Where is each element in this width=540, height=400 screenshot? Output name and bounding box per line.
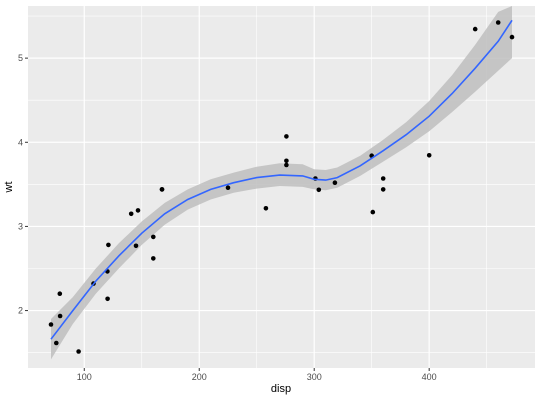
data-point (133, 243, 139, 249)
data-point (370, 209, 376, 215)
x-axis: 100 200 300 400 (77, 368, 437, 382)
x-axis-title: disp (271, 383, 291, 395)
data-point (426, 153, 432, 158)
data-point (128, 211, 134, 217)
data-point (495, 20, 501, 25)
x-tick-label: 300 (307, 372, 322, 382)
y-tick-label: 4 (18, 137, 23, 147)
y-tick-label: 3 (18, 221, 23, 231)
data-point (135, 208, 141, 213)
data-point (106, 242, 111, 248)
data-point (105, 296, 110, 302)
data-point (54, 340, 59, 346)
data-point (263, 206, 269, 211)
data-point (332, 180, 338, 185)
y-axis-title: wt (3, 182, 15, 194)
y-axis: 2 3 4 5 (18, 53, 28, 316)
data-point (151, 256, 156, 261)
data-point (284, 158, 289, 164)
data-point (57, 291, 63, 297)
data-point (57, 313, 63, 319)
data-point (225, 185, 231, 190)
data-point (159, 187, 165, 192)
data-point (509, 34, 515, 40)
x-tick-label: 200 (192, 372, 207, 382)
data-point (48, 322, 54, 327)
data-point (284, 162, 289, 168)
grid-major (28, 6, 535, 368)
y-tick-label: 5 (18, 53, 23, 63)
data-point (316, 187, 322, 193)
data-point (380, 176, 386, 181)
data-point (151, 234, 156, 240)
y-tick-label: 2 (18, 306, 23, 316)
data-points (48, 20, 515, 354)
data-point (472, 26, 478, 32)
smooth-line (50, 19, 513, 340)
plot-panel (28, 6, 535, 368)
data-point (76, 349, 81, 354)
data-point (284, 134, 289, 139)
confidence-ribbon (51, 6, 512, 360)
data-point (380, 187, 386, 192)
x-tick-label: 100 (77, 372, 92, 382)
x-tick-label: 400 (422, 372, 437, 382)
